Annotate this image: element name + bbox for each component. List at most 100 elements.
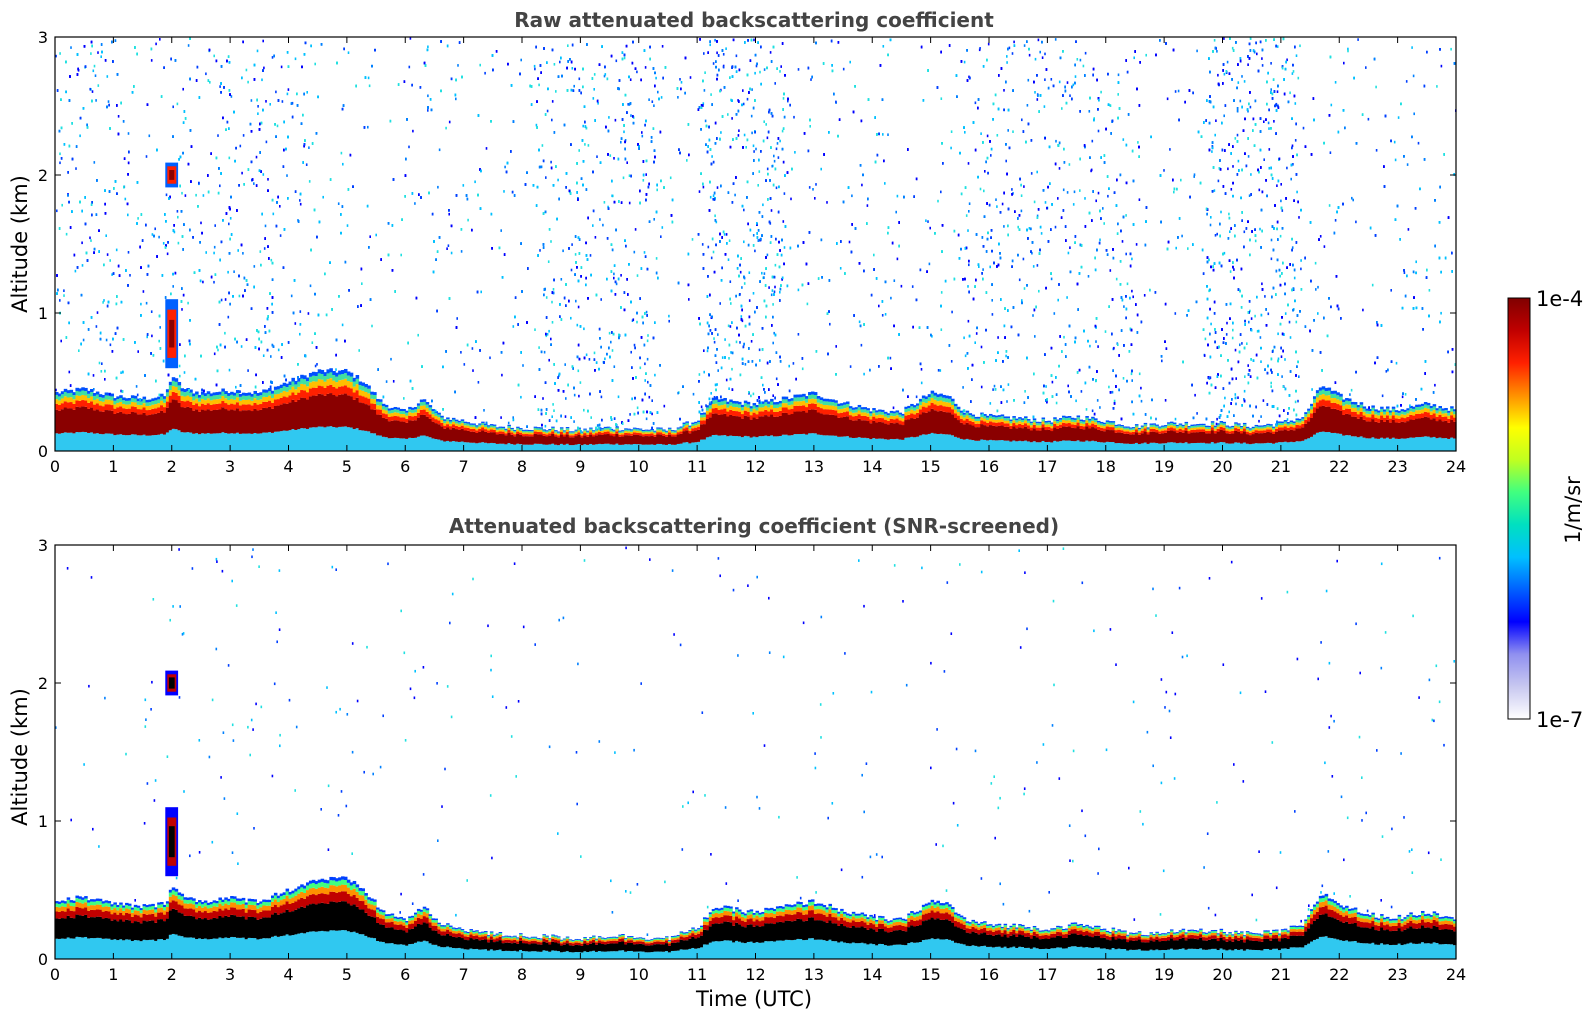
heatmap-cell [343, 368, 348, 374]
heatmap-cell [1059, 419, 1063, 423]
heatmap-cell [834, 435, 838, 451]
heatmap-cell [1167, 442, 1171, 451]
heatmap-cell [945, 402, 949, 407]
heatmap-cell [317, 393, 322, 427]
noise-pixel [628, 201, 631, 205]
noise-pixel [720, 131, 722, 134]
heatmap-cell [241, 410, 246, 434]
heatmap-cell [840, 436, 844, 451]
heatmap-cell [1044, 422, 1048, 425]
heatmap-cell [133, 395, 138, 399]
noise-pixel [963, 60, 966, 64]
heatmap-cell [1377, 415, 1381, 419]
noise-pixel [609, 154, 612, 157]
noise-pixel [1276, 90, 1279, 93]
heatmap-cell [329, 384, 333, 394]
noise-pixel [645, 310, 648, 314]
heatmap-cell [554, 430, 558, 432]
heatmap-cell [1079, 429, 1083, 442]
heatmap-cell [953, 413, 958, 419]
heatmap-cell [790, 408, 795, 414]
noise-pixel [992, 388, 994, 391]
heatmap-cell [615, 429, 619, 432]
heatmap-cell [1312, 412, 1317, 435]
heatmap-cell [700, 424, 704, 440]
heatmap-cell [632, 430, 637, 433]
heatmap-cell [346, 427, 351, 451]
heatmap-cell [953, 436, 958, 451]
noise-pixel [342, 162, 344, 166]
heatmap-cell [933, 395, 938, 400]
heatmap-cell [1169, 427, 1174, 431]
heatmap-cell [749, 408, 754, 412]
noise-pixel [1137, 141, 1139, 144]
heatmap-cell [638, 431, 643, 434]
heatmap-cell [927, 397, 932, 401]
heatmap-cell [1193, 424, 1197, 426]
heatmap-cell [411, 416, 415, 421]
heatmap-cell [373, 395, 377, 400]
heatmap-cell [57, 433, 62, 451]
heatmap-cell [796, 434, 800, 451]
heatmap-cell [816, 434, 821, 451]
heatmap-cell [317, 379, 322, 386]
heatmap-cell [256, 433, 260, 451]
noise-pixel [1069, 94, 1071, 97]
heatmap-cell [349, 427, 354, 451]
noise-pixel [1072, 83, 1075, 87]
heatmap-cell [422, 401, 427, 406]
heatmap-cell [285, 397, 290, 404]
heatmap-cell [752, 408, 757, 413]
heatmap-cell [609, 444, 614, 451]
heatmap-cell [206, 398, 211, 404]
heatmap-cell [1429, 414, 1434, 420]
heatmap-cell [346, 371, 351, 376]
heatmap-cell [1406, 410, 1410, 414]
noise-pixel [1012, 192, 1014, 195]
heatmap-cell [200, 394, 205, 399]
heatmap-cell [180, 391, 185, 396]
noise-pixel [588, 358, 591, 361]
noise-pixel [574, 253, 577, 256]
heatmap-cell [624, 431, 628, 433]
heatmap-cell [55, 409, 59, 434]
heatmap-cell [1009, 423, 1013, 426]
heatmap-cell [1169, 423, 1174, 426]
heatmap-cell [916, 409, 920, 413]
heatmap-cell [1193, 427, 1197, 430]
noise-pixel [783, 192, 786, 195]
noise-pixel [1406, 163, 1409, 166]
heatmap-cell [1053, 424, 1057, 428]
heatmap-cell [533, 427, 538, 430]
heatmap-cell [866, 413, 870, 417]
heatmap-cell [308, 396, 313, 428]
heatmap-cell [387, 410, 392, 414]
heatmap-cell [1061, 417, 1066, 420]
noise-pixel [758, 399, 761, 403]
heatmap-cell [1298, 422, 1302, 426]
noise-pixel [710, 256, 713, 260]
heatmap-cell [1082, 441, 1086, 451]
heatmap-cell [1053, 417, 1057, 419]
noise-pixel [712, 197, 714, 201]
noise-pixel [1292, 70, 1295, 73]
heatmap-cell [644, 433, 649, 437]
heatmap-cell [1149, 429, 1154, 432]
heatmap-cell [1365, 417, 1370, 422]
noise-pixel [137, 350, 139, 353]
noise-pixel [450, 251, 453, 255]
heatmap-cell [752, 405, 757, 409]
heatmap-cell [323, 387, 328, 396]
heatmap-cell [510, 429, 514, 431]
noise-pixel [127, 251, 130, 254]
noise-pixel [1180, 178, 1182, 182]
heatmap-cell [685, 430, 689, 443]
heatmap-cell [1158, 433, 1162, 444]
heatmap-cell [69, 392, 74, 398]
noise-pixel [1298, 375, 1300, 378]
heatmap-cell [522, 434, 526, 437]
heatmap-cell [665, 430, 669, 432]
noise-pixel [55, 54, 57, 58]
heatmap-cell [1047, 424, 1051, 427]
heatmap-cell [533, 433, 538, 444]
